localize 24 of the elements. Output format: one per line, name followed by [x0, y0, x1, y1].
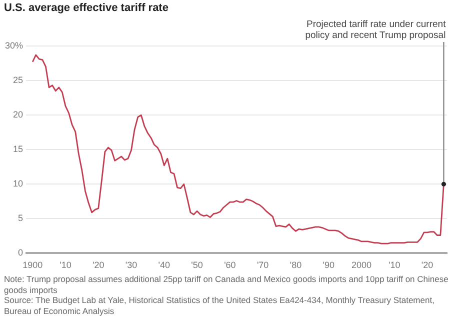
- x-tick-label: '30: [125, 260, 138, 270]
- x-tick-label: '20: [92, 260, 104, 270]
- text: Note: Trump proposal assumes additional 25pp tariff on Canada and Mexico goods imports and 10pp tariff on Chinese goods imports: [4, 274, 449, 295]
- y-tick-label: 30%: [5, 40, 24, 50]
- y-tick-label: 0: [18, 248, 24, 258]
- y-tick-label: 10: [13, 178, 24, 189]
- x-tick-label: '20: [421, 260, 434, 270]
- y-tick-label: 5: [18, 213, 24, 224]
- y-tick-label: 15: [13, 144, 24, 154]
- x-tick-label: '90: [322, 260, 334, 270]
- x-tick-label: '50: [191, 260, 203, 270]
- x-tick-label: 2000: [351, 260, 372, 270]
- x-tick-label: '40: [158, 260, 170, 270]
- x-tick-label: '80: [290, 260, 302, 270]
- y-tick-label: 25: [13, 75, 24, 86]
- source-note: Source: The Budget Lab at Yale, Historical Statistics of the United States Ea424-434, Monthly Treasury Statement, Bureau of Economic Analysis: [4, 295, 436, 316]
- x-tick-label: '60: [224, 260, 236, 270]
- y-tick-label: 20: [13, 110, 24, 120]
- x-tick-label: '10: [60, 260, 72, 270]
- x-tick-label: '10: [388, 260, 400, 270]
- x-tick-label: '70: [256, 260, 269, 270]
- annotation: Projected tariff rate under current policy and recent Trump proposal: [305, 19, 446, 41]
- chart-title: U.S. average effective tariff rate: [4, 2, 168, 14]
- x-tick-label: 1900: [22, 260, 43, 270]
